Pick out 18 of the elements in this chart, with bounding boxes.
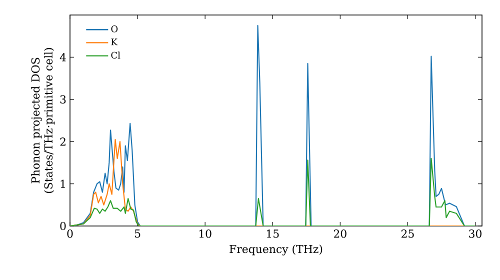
y-tick-label: 1: [60, 180, 65, 188]
x-axis-title: Frequency (THz): [230, 244, 322, 256]
y-tick-label: 3: [60, 95, 66, 104]
x-tick-label: 15: [266, 230, 279, 238]
y-tick-label: 0: [60, 222, 66, 230]
x-tick-label: 20: [334, 230, 346, 238]
legend-label: Cl: [111, 52, 120, 59]
legend-label: O: [111, 26, 118, 32]
y-tick-label: 4: [60, 53, 66, 62]
x-tick-label: 30: [469, 230, 482, 238]
line-series: [70, 158, 476, 226]
y-axis-title: Phonon projected DOS (States/THz·primitive cell): [31, 48, 55, 193]
y-tick-label: 2: [60, 138, 66, 146]
x-tick-label: 25: [401, 230, 414, 238]
x-tick-label: 10: [199, 230, 212, 238]
x-tick-label: 5: [134, 230, 140, 238]
legend-label: K: [111, 38, 118, 46]
x-tick-label: 0: [67, 230, 73, 238]
